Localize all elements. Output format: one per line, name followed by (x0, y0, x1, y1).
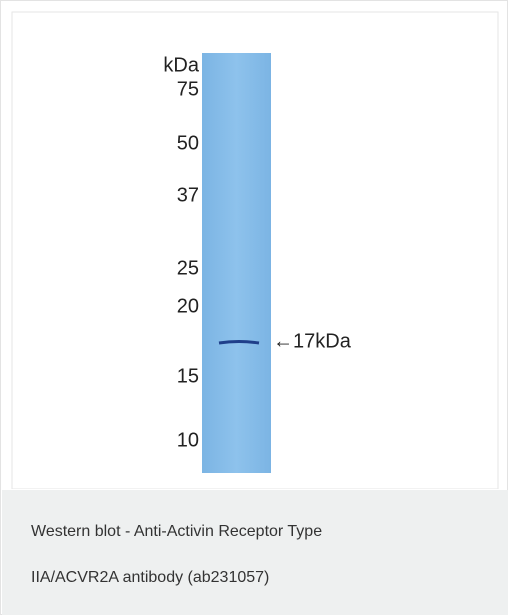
marker-label: 25 (177, 257, 199, 279)
band-label: ←17kDa (273, 330, 352, 352)
figure-card: kDa75 50 37 25 20 15 10 ←17kDa Western blot - A… (0, 0, 508, 615)
marker-label: 20 (177, 295, 199, 317)
marker-label: 37 (177, 184, 199, 206)
marker-label: 50 (177, 132, 199, 154)
marker-label: 15 (177, 365, 199, 387)
lane-shade (202, 53, 271, 473)
caption: Western blot - Anti-Activin Receptor Typ… (2, 490, 508, 615)
caption-line: Western blot - Anti-Activin Receptor Typ… (31, 523, 322, 541)
caption-line: IIA/ACVR2A antibody (ab231057) (31, 569, 269, 587)
marker-label: 10 (177, 429, 199, 451)
unit-label: kDa (163, 54, 199, 76)
band (219, 342, 259, 344)
marker-label: 75 (177, 78, 199, 100)
